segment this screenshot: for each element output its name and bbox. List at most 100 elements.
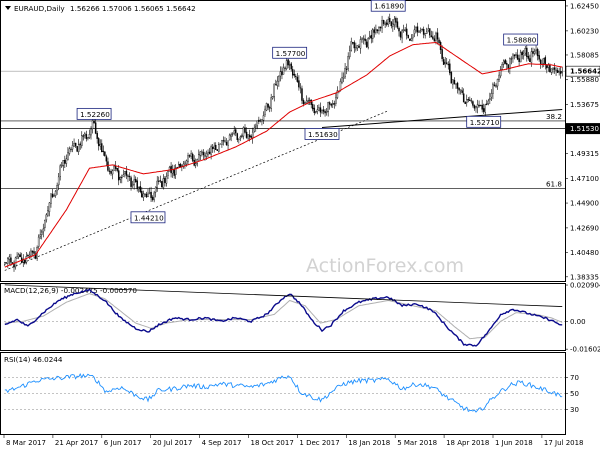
candle-body (258, 119, 260, 122)
candle-body (413, 29, 416, 34)
candle-body (515, 54, 517, 56)
candle-body (194, 163, 197, 166)
candle-body (48, 202, 51, 212)
candle-body (304, 102, 306, 105)
candle-body (128, 175, 131, 178)
candle-body (449, 63, 451, 74)
candle-body (162, 178, 165, 189)
candle-body (16, 256, 18, 259)
candle-body (292, 69, 294, 76)
candle-body (373, 29, 376, 33)
candle-body (461, 90, 463, 93)
candle-body (484, 104, 486, 113)
candle-body (224, 140, 226, 142)
candle-body (452, 79, 454, 85)
candle-body (493, 84, 496, 86)
candle-body (487, 100, 490, 104)
price-levels: 38.2 61.8 (1, 70, 565, 189)
ohlc-readout: 1.56266 1.57006 1.56065 1.56642 (70, 4, 196, 13)
candle-body (482, 108, 485, 112)
candle-body (204, 155, 206, 157)
candle-body (27, 255, 29, 257)
candle-body (222, 140, 225, 142)
candle-body (276, 80, 279, 86)
candle-body (312, 104, 314, 110)
candle-body (339, 80, 342, 91)
candle-body (492, 83, 494, 94)
candle-body (94, 122, 97, 134)
candle-body (324, 111, 326, 114)
key-level-box (565, 123, 600, 135)
candle-body (509, 58, 511, 70)
annotation-label: 1.61890 (374, 2, 404, 11)
annotation-label: 1.57700 (276, 49, 306, 58)
symbol-dropdown-icon[interactable] (5, 6, 11, 10)
candle-body (358, 45, 360, 48)
time-tick-label: 21 Apr 2017 (55, 439, 98, 447)
candle-body (325, 111, 328, 113)
candle-body (353, 42, 356, 49)
price-tick-label: 1.62450 (570, 2, 599, 10)
candle-body (130, 177, 132, 187)
candle-body (556, 70, 559, 73)
candle-body (79, 143, 81, 146)
macd-panel-frame (0, 283, 566, 351)
candle-body (96, 132, 98, 139)
candle-body (184, 162, 186, 165)
candle-body (549, 64, 551, 73)
candle-body (91, 120, 94, 129)
candle-body (74, 142, 77, 147)
rsi-tick-label: 70 (570, 374, 579, 382)
candle-body (524, 47, 527, 54)
candle-body (270, 97, 272, 109)
candle-body (253, 127, 255, 132)
candle-body (247, 134, 249, 139)
candle-body (486, 103, 488, 105)
candle-body (530, 51, 533, 63)
candle-body (205, 153, 208, 157)
candle-body (284, 67, 286, 69)
candle-body (319, 107, 322, 113)
candle-body (355, 47, 357, 50)
candle-body (335, 97, 337, 104)
annotation-box (370, 0, 406, 12)
candle-body (385, 22, 388, 25)
candle-body (438, 39, 440, 43)
candle-body (241, 135, 243, 137)
macd-title: MACD(12,26,9) -0.002475 -0.000570 (4, 286, 137, 295)
watermark: ActionForex.com (306, 255, 464, 277)
candle-body (536, 49, 539, 57)
candle-body (481, 104, 483, 110)
candle-body (121, 177, 123, 179)
candle-body (464, 101, 466, 105)
candle-body (498, 74, 500, 80)
candle-body (285, 60, 288, 70)
candle-body (399, 31, 402, 38)
time-tick-label: 18 Apr 2018 (446, 439, 489, 447)
macd-indicator (4, 284, 565, 347)
candle-body (295, 75, 297, 77)
candle-body (315, 111, 317, 113)
candle-body (108, 170, 111, 172)
candle-body (216, 149, 219, 151)
candle-body (51, 193, 54, 198)
candle-body (288, 64, 291, 66)
candle-body (368, 35, 371, 39)
candle-body (87, 137, 89, 139)
candle-body (256, 120, 259, 126)
candle-body (84, 133, 86, 136)
candle-body (282, 67, 285, 75)
candle-body (415, 27, 417, 32)
candle-body (412, 34, 414, 39)
candle-body (228, 134, 231, 141)
candle-body (59, 165, 61, 177)
candle-body (90, 129, 92, 136)
candle-body (199, 151, 202, 156)
candle-body (416, 26, 419, 33)
moving-average (4, 41, 563, 268)
candle-body (472, 101, 474, 106)
candle-body (489, 97, 491, 101)
candle-body (362, 38, 365, 40)
candle-body (427, 28, 429, 31)
candle-body (164, 177, 166, 183)
